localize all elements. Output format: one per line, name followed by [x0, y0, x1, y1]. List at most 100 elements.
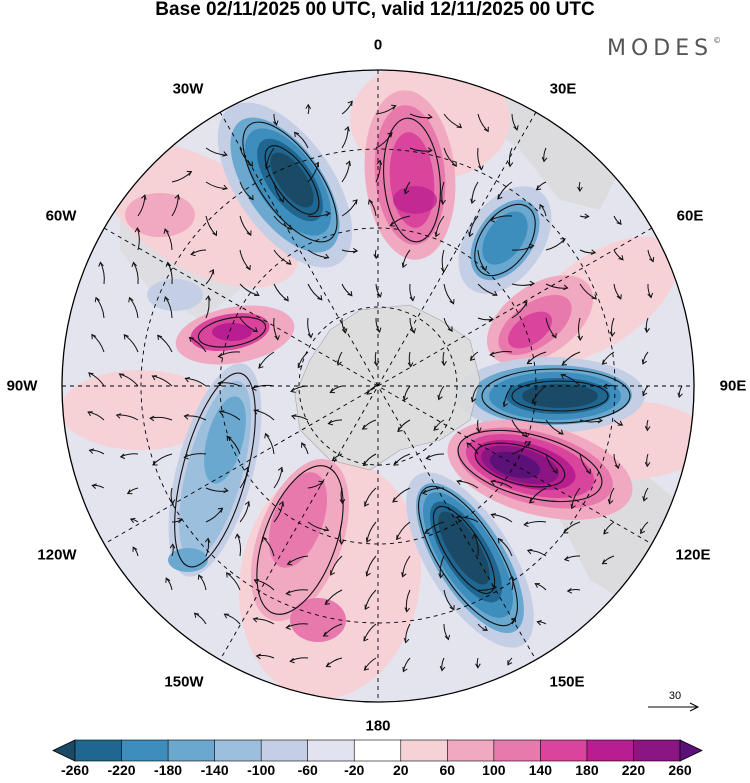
wind-vector [254, 409, 275, 421]
wind-vector-head [293, 131, 300, 137]
wind-vector-head [492, 290, 498, 296]
colorbar-bin [260, 739, 309, 762]
wind-vector [273, 215, 292, 230]
wind-vector-head [534, 583, 540, 588]
wind-vector-head [339, 499, 346, 505]
wind-vector-head [141, 194, 147, 200]
wind-vector-head [165, 261, 172, 267]
colorbar-tick-label: -100 [247, 762, 276, 778]
wind-vector-head [352, 199, 358, 205]
wind-vector [443, 283, 454, 305]
wind-vector-head [396, 534, 402, 541]
wind-vector-head [447, 326, 453, 333]
wind-vector-head [165, 577, 171, 583]
wind-vector-head [618, 255, 624, 261]
wind-vector-head [286, 560, 293, 566]
wind-vector-head [529, 280, 535, 287]
wind-vector [205, 215, 217, 236]
wind-vector-head [525, 441, 532, 447]
wind-vector-head [265, 163, 271, 170]
wind-vector-head [560, 238, 566, 244]
wind-vector [469, 215, 479, 237]
wind-vector [323, 623, 343, 637]
wind-vector [405, 589, 411, 612]
wind-vector [511, 441, 531, 455]
wind-vector-head [365, 571, 371, 577]
wind-vector [579, 419, 603, 423]
wind-vector [171, 171, 192, 183]
wind-vector-head [601, 359, 608, 365]
wind-vector-head [535, 185, 542, 191]
lon-label-120e: 120E [675, 546, 711, 564]
wind-vector [443, 589, 455, 611]
wind-vector-head [131, 261, 137, 268]
lon-label-150e: 150E [549, 673, 585, 691]
wind-vector [137, 195, 146, 217]
wind-vector [363, 623, 377, 642]
wind-vector [477, 147, 482, 170]
wind-vector [435, 215, 445, 237]
wind-vector-head [347, 100, 353, 106]
wind-vector [184, 453, 207, 458]
wind-vector [239, 215, 252, 236]
wind-vector [239, 249, 251, 270]
wind-vector [205, 181, 228, 190]
wind-vector-head [407, 362, 414, 368]
wind-vector-head [123, 334, 129, 340]
colorbar-bin [74, 739, 123, 762]
wind-vector-head [255, 653, 262, 660]
meridian-60e-120w [103, 227, 653, 545]
wind-vector-head [217, 353, 224, 359]
wind-vector-head [361, 424, 368, 430]
wind-vector-head [197, 574, 203, 580]
wind-vector-head [364, 501, 370, 507]
wind-vector-head [551, 333, 557, 339]
graticule [62, 70, 694, 702]
wind-vector-head [222, 151, 228, 157]
colorbar-tick-label: -140 [200, 762, 229, 778]
wind-vector-head [205, 295, 211, 301]
wind-vector [571, 487, 581, 509]
wind-vector-head [363, 636, 369, 642]
wind-vector [273, 283, 289, 302]
wind-vector-head [409, 296, 416, 302]
wind-vector-head [363, 665, 370, 671]
wind-vector-head [507, 161, 514, 168]
colorbar-bin [121, 739, 169, 762]
wind-vector-head [305, 103, 312, 109]
wind-vector [341, 126, 349, 149]
wind-vector-head [341, 328, 348, 334]
wind-vector [511, 283, 535, 286]
colorbar-tick-label: -60 [297, 762, 318, 778]
wind-vector [184, 415, 207, 421]
wind-vector-head [290, 414, 297, 420]
colorbar-tick-label: 140 [528, 762, 553, 778]
wind-vector [157, 334, 173, 353]
wind-vector [185, 377, 207, 387]
wind-vector-head [366, 389, 372, 395]
wind-vector-head [437, 394, 443, 401]
wind-vector [286, 623, 309, 629]
colorbar-upper-extend [679, 739, 703, 762]
colorbar-tick-label: 60 [439, 762, 456, 778]
meridian-60w-120e [103, 227, 653, 545]
colorbar-bin [447, 739, 495, 762]
wind-vector-head [523, 521, 529, 528]
wind-vector-head [644, 327, 650, 334]
wind-vector [364, 589, 377, 610]
wind-vector-head [283, 296, 289, 302]
wind-vector [205, 296, 210, 319]
wind-vector-head [421, 489, 428, 496]
wind-vector-head [585, 468, 591, 475]
wind-vector-head [278, 501, 284, 507]
wind-vector [341, 161, 351, 183]
wind-vector [258, 351, 275, 369]
wind-vector-head [186, 170, 193, 176]
wind-vector [239, 147, 253, 167]
wind-vector-head [289, 657, 295, 664]
wind-vector-head [529, 243, 535, 250]
wind-vector [239, 317, 258, 333]
wind-vector-head [392, 497, 398, 503]
wind-vector-head [640, 528, 646, 535]
wind-vector-head [609, 331, 616, 337]
